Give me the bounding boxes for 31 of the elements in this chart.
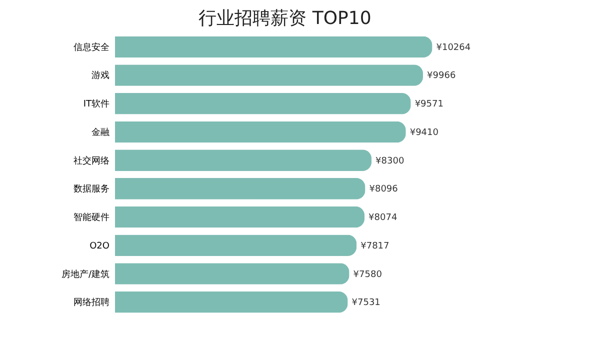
bar xyxy=(115,263,350,284)
y-tick-label: 游戏 xyxy=(92,70,110,82)
y-tick-label: 房地产/建筑 xyxy=(61,268,110,280)
y-tick-label: 数据服务 xyxy=(74,184,110,195)
data-label: ¥9410 xyxy=(410,128,439,138)
bar xyxy=(115,36,432,58)
y-tick-label: 信息安全 xyxy=(74,42,110,53)
data-label: ¥7817 xyxy=(360,241,390,252)
bar xyxy=(115,121,406,143)
bar xyxy=(115,92,411,114)
data-label: ¥10264 xyxy=(436,42,471,53)
bar xyxy=(115,178,366,200)
bar xyxy=(115,206,365,228)
y-tick-label: IT软件 xyxy=(83,98,110,110)
data-label: ¥9571 xyxy=(414,100,444,110)
data-label: ¥8096 xyxy=(369,184,398,195)
data-label: ¥8074 xyxy=(368,213,398,224)
bar xyxy=(115,291,348,313)
chart-title: 行业招聘薪资 TOP10 xyxy=(198,8,372,29)
data-label: ¥7531 xyxy=(352,298,380,308)
y-tick-label: 智能硬件 xyxy=(74,212,110,224)
y-tick-label: 网络招聘 xyxy=(74,297,110,308)
bar xyxy=(115,234,357,256)
data-label: ¥9966 xyxy=(427,71,456,82)
bar xyxy=(115,150,372,171)
data-label: ¥7580 xyxy=(353,270,382,280)
data-label: ¥8300 xyxy=(376,156,404,166)
bar xyxy=(115,64,424,86)
y-tick-label: 社交网络 xyxy=(74,155,110,166)
y-tick-label: 金融 xyxy=(92,126,110,138)
y-tick-label: O2O xyxy=(90,241,110,252)
